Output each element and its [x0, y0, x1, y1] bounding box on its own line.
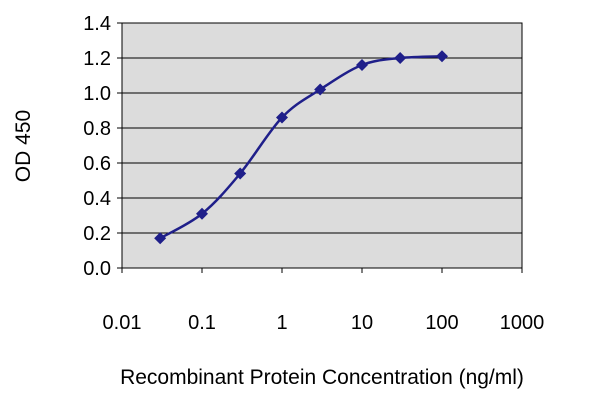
x-tick-label: 10 — [351, 312, 373, 334]
data-point — [154, 232, 167, 245]
x-axis-title: Recombinant Protein Concentration (ng/ml… — [120, 366, 524, 389]
y-tick-label: 0.6 — [83, 153, 111, 175]
data-point — [314, 83, 327, 96]
y-tick-label: 1.4 — [83, 13, 111, 35]
y-tick-label: 1.2 — [83, 48, 111, 70]
x-tick-label: 0.1 — [188, 312, 216, 334]
y-tick-label: 0.4 — [83, 188, 111, 210]
x-tick-label: 1 — [276, 312, 287, 334]
plot-area — [121, 22, 523, 269]
data-point — [276, 111, 288, 124]
data-points — [154, 50, 448, 245]
x-axis-ticks: 0.01 0.1 1 10 100 1000 — [103, 268, 545, 334]
data-point — [436, 50, 448, 63]
data-point — [394, 52, 407, 64]
y-tick-label: 0.2 — [83, 223, 111, 245]
y-axis-title: OD 450 — [12, 110, 35, 182]
y-tick-label: 1.0 — [83, 83, 111, 105]
y-axis-ticks: 0.0 0.2 0.4 0.6 0.8 1.0 1.2 1.4 — [83, 13, 122, 280]
data-point — [356, 59, 368, 71]
data-point — [234, 167, 247, 180]
data-point — [196, 207, 208, 220]
y-tick-label: 0.8 — [83, 118, 111, 140]
x-tick-label: 1000 — [500, 312, 545, 334]
x-tick-label: 100 — [425, 312, 458, 334]
x-tick-label: 0.01 — [103, 312, 142, 334]
y-tick-label: 0.0 — [83, 258, 111, 280]
